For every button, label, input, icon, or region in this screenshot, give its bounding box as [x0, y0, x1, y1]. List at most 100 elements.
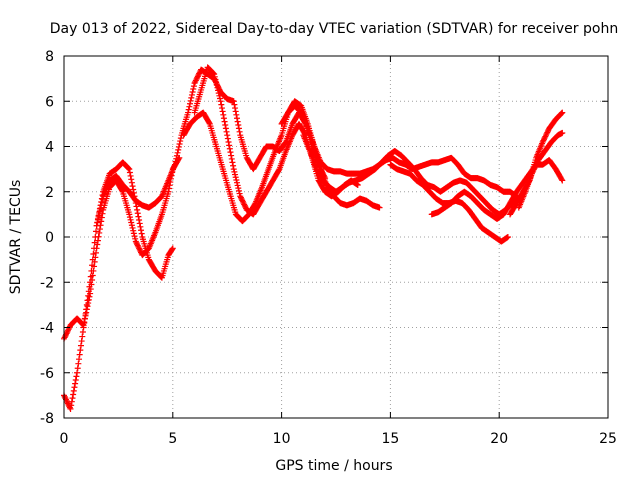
data-point-interp [83, 306, 90, 313]
data-point-interp [186, 103, 193, 110]
data-point-interp [85, 296, 92, 303]
data-point-interp [215, 87, 222, 94]
data-point-interp [134, 210, 141, 217]
data-point-interp [531, 165, 538, 172]
data-point-interp [174, 149, 181, 156]
data-point-interp [72, 380, 79, 387]
data-point-interp [214, 84, 221, 91]
data-point-interp [529, 169, 536, 176]
data-point-interp [222, 125, 229, 132]
data-point [93, 222, 100, 229]
data-point-interp [86, 293, 93, 300]
data-point-interp [558, 176, 565, 183]
data-point-interp [558, 110, 565, 117]
y-tick-label: -2 [40, 275, 54, 291]
data-point [217, 98, 224, 105]
data-point [230, 166, 237, 173]
data-point-interp [188, 94, 195, 101]
data-point-interp [239, 198, 246, 205]
data-point-interp [77, 347, 84, 354]
data-point-interp [235, 122, 242, 129]
data-point-interp [173, 155, 180, 162]
data-point [230, 98, 237, 105]
data-point-interp [227, 149, 234, 156]
x-tick-label: 20 [490, 431, 508, 447]
data-point-interp [92, 254, 99, 261]
data-point-interp [543, 130, 550, 137]
data-point [559, 109, 566, 116]
data-point-interp [98, 202, 105, 209]
data-point-interp [192, 77, 199, 84]
data-point-interp [541, 134, 548, 141]
data-point-interp [135, 213, 142, 220]
data-point-interp [211, 73, 218, 80]
data-point-interp [83, 309, 90, 316]
data-point-interp [91, 258, 98, 265]
data-point-interp [75, 360, 82, 367]
data-point-interp [275, 167, 282, 174]
chart-title: Day 013 of 2022, Sidereal Day-to-day VTE… [50, 21, 618, 37]
data-point-interp [88, 281, 95, 288]
data-point-interp [220, 115, 227, 122]
data-point-interp [84, 303, 91, 310]
data-point-interp [98, 218, 105, 225]
data-point [237, 193, 244, 200]
y-tick-label: 6 [45, 94, 54, 110]
data-point-interp [233, 176, 240, 183]
data-point-interp [137, 248, 144, 255]
data-point-interp [213, 79, 220, 86]
data-point-interp [188, 91, 195, 98]
data-point-interp [136, 220, 143, 227]
data-point [539, 138, 546, 145]
data-point-interp [212, 76, 219, 83]
data-point [504, 234, 511, 240]
data-point-interp [138, 230, 145, 237]
data-point-interp [64, 327, 71, 334]
data-point-interp [534, 159, 541, 166]
data-point [126, 211, 133, 218]
data-point-interp [62, 395, 69, 402]
data-point-interp [233, 111, 240, 118]
data-point-interp [532, 163, 539, 170]
data-point-interp [195, 72, 202, 79]
data-point-interp [134, 242, 141, 249]
series-sat-track-8 [387, 161, 511, 245]
data-point-interp [226, 142, 233, 149]
data-point-interp [99, 196, 106, 203]
data-point-interp [235, 125, 242, 132]
data-point-interp [229, 159, 236, 166]
data-point-interp [68, 402, 75, 409]
y-tick-label: 2 [45, 185, 54, 201]
data-point-interp [130, 230, 137, 237]
data-point-interp [175, 143, 182, 150]
data-point-interp [127, 172, 134, 179]
series-sat-track-5 [191, 64, 361, 218]
data-point-interp [128, 219, 135, 226]
y-tick-label: -8 [40, 411, 54, 427]
x-tick-label: 5 [168, 431, 177, 447]
data-point-interp [239, 197, 246, 204]
data-point-interp [62, 333, 69, 340]
data-point-interp [241, 202, 248, 209]
data-point-interp [89, 272, 96, 279]
y-tick-label: 4 [45, 140, 54, 156]
data-point-interp [126, 214, 133, 221]
data-point-interp [210, 70, 217, 77]
data-point-interp [177, 135, 184, 142]
data-point-interp [137, 223, 144, 230]
data-point-interp [72, 376, 79, 383]
data-point-interp [119, 187, 126, 194]
data-point-interp [544, 129, 551, 136]
y-tick-label: -6 [40, 366, 54, 382]
data-point-interp [242, 204, 249, 211]
data-point-interp [130, 186, 137, 193]
data-point-interp [91, 263, 98, 270]
data-point-interp [196, 70, 203, 77]
data-point-interp [234, 118, 241, 125]
data-point-interp [128, 176, 135, 183]
data-point-interp [136, 245, 143, 252]
data-point-interp [542, 132, 549, 139]
data-point-interp [224, 135, 231, 142]
data-point-interp [228, 152, 235, 159]
data-point-interp [134, 241, 141, 248]
